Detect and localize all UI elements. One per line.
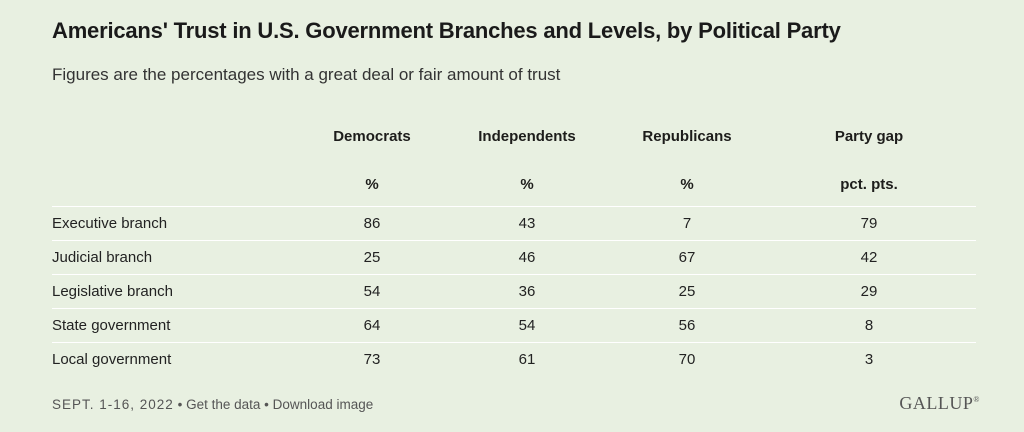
- table-cell: 73: [363, 351, 381, 368]
- table-cell: 29: [762, 274, 976, 309]
- table-cell: 42: [762, 240, 976, 275]
- column-header-row: Democrats Independents Republicans Party…: [52, 128, 976, 162]
- chart-title: Americans' Trust in U.S. Government Bran…: [52, 18, 841, 43]
- row-label: Executive branch: [52, 206, 302, 241]
- table-cell: 3: [864, 351, 874, 368]
- table-row: State government 64 54 56 8: [52, 308, 976, 343]
- table-row: Judicial branch 25 46 67 42: [52, 240, 976, 275]
- table-cell: 25: [302, 240, 442, 275]
- table-cell: 67: [612, 240, 762, 275]
- table-cell: 46: [442, 240, 612, 275]
- column-unit-democrats: %: [302, 162, 442, 207]
- table-cell: 56: [612, 308, 762, 343]
- column-unit-republicans: %: [612, 162, 762, 207]
- column-header-republicans: Republicans: [642, 128, 732, 145]
- table-cell: 70: [678, 351, 696, 368]
- row-label: Legislative branch: [52, 274, 302, 309]
- row-label: Judicial branch: [52, 240, 302, 275]
- download-image-link[interactable]: Download image: [272, 397, 374, 412]
- table-cell: 79: [762, 206, 976, 241]
- trust-table: Democrats Independents Republicans Party…: [52, 128, 976, 376]
- gallup-logo-text: GALLUP: [899, 393, 974, 413]
- row-header-corner: [52, 128, 302, 162]
- gallup-logo: GALLUP®: [899, 393, 980, 414]
- table-cell: 43: [442, 206, 612, 241]
- row-label: State government: [52, 308, 302, 343]
- column-unit-party-gap: pct. pts.: [762, 162, 976, 207]
- table-cell: 7: [612, 206, 762, 241]
- column-header-democrats: Democrats: [333, 128, 411, 145]
- unit-corner: [52, 162, 302, 207]
- table-cell: 61: [518, 351, 536, 368]
- table-body: Executive branch 86 43 7 79 Judicial bra…: [52, 206, 976, 377]
- column-unit-independents: %: [442, 162, 612, 207]
- chart-footer: SEPT. 1-16, 2022 • Get the data • Downlo…: [52, 397, 373, 412]
- column-header-party-gap: Party gap: [834, 128, 904, 145]
- get-data-link[interactable]: Get the data: [186, 397, 261, 412]
- table-cell: 64: [302, 308, 442, 343]
- column-unit-row: % % % pct. pts.: [52, 162, 976, 207]
- footer-separator: •: [177, 397, 183, 412]
- table-cell: 36: [442, 274, 612, 309]
- table-cell: 86: [302, 206, 442, 241]
- chart-subtitle: Figures are the percentages with a great…: [52, 65, 561, 84]
- table-row: Local government 73 61 70 3: [52, 343, 976, 377]
- table-cell: 54: [442, 308, 612, 343]
- footer-separator: •: [264, 397, 269, 412]
- registered-mark: ®: [973, 395, 980, 404]
- table-cell: 8: [762, 308, 976, 343]
- table-row: Legislative branch 54 36 25 29: [52, 274, 976, 309]
- survey-date: SEPT. 1-16, 2022: [52, 397, 174, 412]
- table-cell: 54: [302, 274, 442, 309]
- table-row: Executive branch 86 43 7 79: [52, 206, 976, 241]
- table-cell: 25: [612, 274, 762, 309]
- row-label: Local government: [52, 351, 172, 368]
- column-header-independents: Independents: [478, 128, 576, 145]
